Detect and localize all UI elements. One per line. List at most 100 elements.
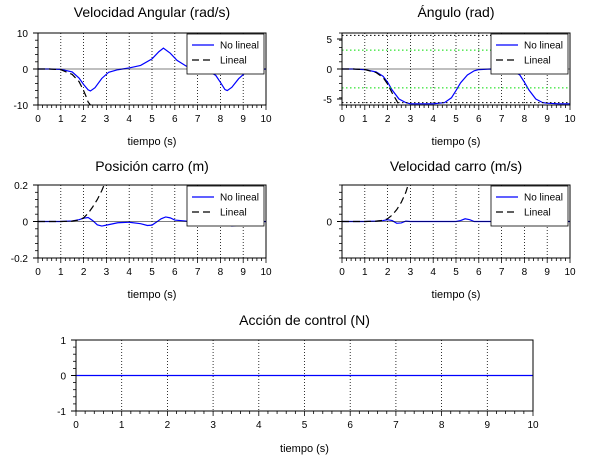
series-line-lineal: [38, 185, 105, 223]
x-tick-label: 0: [339, 267, 345, 278]
chart-title: Velocidad carro (m/s): [390, 158, 522, 174]
x-axis-label: tiempo (s): [128, 136, 177, 148]
x-tick-label: 6: [476, 267, 482, 278]
chart-5: Acción de control (N) 0 1 2 3 4 5 6 7 8 9 10 -1 0 1 tie…: [57, 312, 539, 455]
chart-title: Posición carro (m): [95, 158, 209, 174]
x-axis-label: tiempo (s): [432, 136, 481, 148]
legend-label: No lineal: [220, 193, 259, 204]
y-tick-label: 0: [60, 372, 66, 383]
x-tick-label: 1: [58, 267, 64, 278]
x-tick-label: 9: [544, 267, 550, 278]
chart-title: Velocidad Angular (rad/s): [74, 4, 230, 20]
series-line-no-lineal: [38, 47, 266, 92]
x-tick-label: 10: [260, 114, 272, 125]
x-tick-label: 0: [35, 267, 41, 278]
x-tick-label: 5: [302, 420, 308, 431]
series-line-no-lineal: [342, 68, 570, 105]
x-tick-label: 0: [35, 114, 41, 125]
y-tick-label: -5: [323, 95, 332, 106]
x-tick-label: 9: [240, 114, 246, 125]
y-tick-label: 0: [22, 218, 28, 229]
legend-label: No lineal: [524, 41, 563, 52]
y-tick-label: -1: [57, 407, 66, 418]
chart-title: Acción de control (N): [239, 312, 370, 328]
x-axis-label: tiempo (s): [432, 289, 481, 301]
x-tick-label: 2: [81, 267, 87, 278]
legend-label: No lineal: [220, 41, 259, 52]
x-tick-label: 7: [499, 114, 505, 125]
x-tick-label: 1: [362, 114, 368, 125]
x-tick-label: 7: [195, 267, 201, 278]
x-tick-label: 8: [522, 267, 528, 278]
y-tick-label: 10: [17, 29, 29, 40]
x-tick-label: 4: [430, 114, 436, 125]
x-tick-label: 9: [544, 114, 550, 125]
x-tick-label: 4: [126, 114, 132, 125]
legend: No lineal Lineal: [186, 185, 265, 227]
x-tick-label: 7: [499, 267, 505, 278]
x-tick-label: 3: [408, 267, 414, 278]
y-tick-label: 1: [60, 336, 66, 347]
x-tick-label: 5: [453, 267, 459, 278]
series-line-lineal: [38, 68, 91, 105]
x-tick-label: 8: [218, 267, 224, 278]
chart-2: Ángulo (rad) 0 1 2 3 4 5 6 7 8 9 10 -5 0 5 tiempo (s) No…: [323, 4, 576, 148]
y-tick-label: 0.2: [14, 181, 28, 192]
chart-3: Posición carro (m) 0 1 2 3 4 5 6 7 8 9 10 -0.2 0 0.2 ti…: [11, 158, 272, 301]
x-tick-label: 1: [58, 114, 64, 125]
x-tick-label: 6: [476, 114, 482, 125]
y-tick-label: 0: [22, 65, 28, 76]
x-tick-label: 7: [393, 420, 399, 431]
legend-box: [186, 185, 265, 227]
x-tick-label: 9: [240, 267, 246, 278]
x-tick-label: 6: [347, 420, 353, 431]
legend-box: [490, 33, 569, 75]
y-tick-label: -0.2: [11, 254, 29, 265]
y-tick-label: 5: [326, 35, 332, 46]
legend-box: [186, 33, 265, 75]
y-tick-label: 0: [326, 65, 332, 76]
legend: No lineal Lineal: [490, 185, 569, 227]
x-tick-label: 0: [339, 114, 345, 125]
x-tick-label: 2: [385, 114, 391, 125]
x-tick-label: 3: [210, 420, 216, 431]
x-axis-label: tiempo (s): [128, 289, 177, 301]
legend: No lineal Lineal: [186, 33, 265, 75]
x-tick-label: 2: [165, 420, 171, 431]
legend: No lineal Lineal: [490, 33, 569, 75]
x-tick-label: 10: [564, 267, 576, 278]
x-tick-label: 10: [260, 267, 272, 278]
legend-label: Lineal: [220, 208, 247, 219]
legend-label: Lineal: [524, 208, 551, 219]
x-tick-label: 2: [81, 114, 87, 125]
x-tick-label: 5: [149, 267, 155, 278]
legend-label: Lineal: [220, 56, 247, 67]
x-tick-label: 8: [522, 114, 528, 125]
x-axis-label: tiempo (s): [280, 443, 329, 455]
x-tick-label: 9: [485, 420, 491, 431]
y-tick-label: 0: [326, 218, 332, 229]
x-tick-label: 3: [104, 267, 110, 278]
x-tick-label: 1: [119, 420, 125, 431]
x-tick-label: 4: [256, 420, 262, 431]
x-tick-label: 5: [149, 114, 155, 125]
legend-box: [490, 185, 569, 227]
x-tick-label: 0: [73, 420, 79, 431]
x-tick-label: 1: [362, 267, 368, 278]
legend-label: Lineal: [524, 56, 551, 67]
x-tick-label: 3: [104, 114, 110, 125]
x-tick-label: 6: [172, 267, 178, 278]
x-tick-label: 4: [430, 267, 436, 278]
x-tick-label: 3: [408, 114, 414, 125]
x-tick-label: 10: [527, 420, 539, 431]
x-tick-label: 8: [218, 114, 224, 125]
chart-1: Velocidad Angular (rad/s) 0 1 2 3 4 5 6 7 8 9 10 -10…: [14, 4, 272, 148]
x-tick-label: 7: [195, 114, 201, 125]
series-line-lineal: [342, 185, 409, 223]
x-tick-label: 2: [385, 267, 391, 278]
x-tick-label: 5: [453, 114, 459, 125]
chart-4: Velocidad carro (m/s) 0 1 2 3 4 5 6 7 8 9 10 0 tiempo…: [326, 158, 576, 301]
legend-label: No lineal: [524, 193, 563, 204]
y-tick-label: -10: [14, 101, 29, 112]
